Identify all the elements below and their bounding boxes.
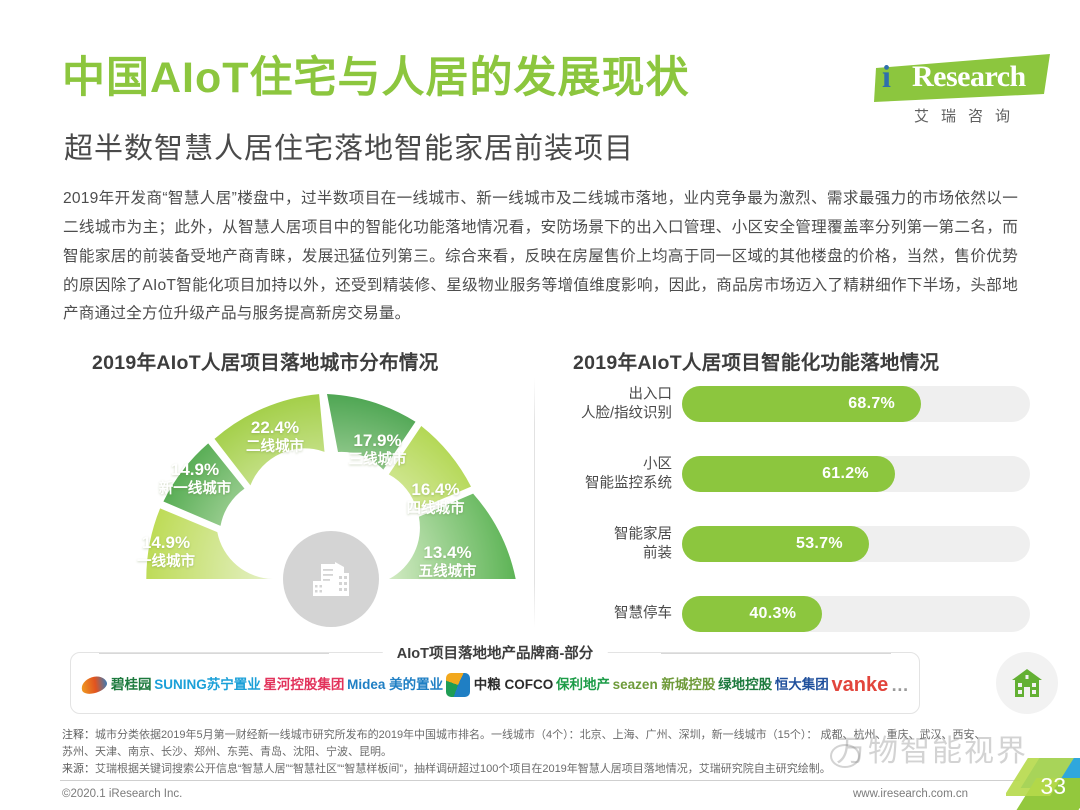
logo-wordmark: Research: [912, 60, 1026, 93]
source-line: 来源：艾瑞根据关键词搜索公开信息“智慧人居”“智慧社区”“智慧样板间”，抽样调研…: [62, 761, 992, 778]
copyright-text: ©2020.1 iResearch Inc.: [62, 788, 183, 800]
smart-function-bar-chart: 出入口 人脸/指纹识别 68.7% 小区 智能监控系统 61.2%: [560, 386, 1030, 636]
fan-hub: [283, 531, 379, 627]
source-text: 艾瑞根据关键词搜索公开信息“智慧人居”“智慧社区”“智慧样板间”，抽样调研超过1…: [95, 763, 831, 776]
brand-logo-cofco: 中粮 COFCO: [445, 673, 553, 697]
iresearch-logo: i Research 艾瑞咨询: [858, 50, 1058, 130]
bar-row: 智能家居 前装 53.7%: [560, 526, 1030, 562]
cube-icon: [445, 673, 470, 697]
green-house-icon: [1012, 669, 1042, 697]
watermark-face-icon: [830, 744, 860, 768]
page-subtitle: 超半数智慧人居住宅落地智能家居前装项目: [64, 133, 635, 165]
note-label: 注释：: [62, 729, 95, 741]
brand-logo-midea: Midea 美的置业: [347, 676, 444, 692]
brand-strip-title: AIoT项目落地地产品牌商-部分: [382, 642, 608, 663]
brand-strip: AIoT项目落地地产品牌商-部分 碧桂园 SUNING苏宁置业 星河控股集团 M…: [70, 642, 920, 714]
note-line: 注释：城市分类依据2019年5月第一财经新一线城市研究所发布的2019年中国城市…: [62, 727, 992, 761]
fan-segment-0: [146, 508, 273, 579]
left-chart-title: 2019年AIoT人居项目落地城市分布情况: [92, 352, 439, 374]
bar-row: 小区 智能监控系统 61.2%: [560, 456, 1030, 492]
logo-chinese-name: 艾瑞咨询: [913, 108, 1022, 125]
page-title: 中国AIoT住宅与人居的发展现状: [62, 54, 690, 102]
brand-logo-vanke: vanke: [831, 673, 889, 696]
bar-category-label: 小区 智能监控系统: [585, 456, 672, 491]
city-buildings-icon: [313, 562, 349, 596]
brand-logo-more: …: [890, 674, 909, 695]
bar-category-label: 智能家居 前装: [614, 526, 672, 561]
bar-value: 40.3%: [749, 605, 797, 622]
brand-logo-evergrande: 恒大集团: [774, 676, 829, 692]
bar-track: 40.3%: [682, 596, 1030, 632]
fan-segment-3: [327, 394, 416, 470]
swoosh-icon: [79, 673, 109, 697]
source-label: 来源：: [62, 763, 95, 776]
city-distribution-chart: 14.9% 一线城市 14.9% 新一线城市 22.4% 二线城市 17.9% …: [60, 385, 530, 635]
fan-segment-5: [389, 493, 516, 579]
brand-logo-greenland: 绿地控股: [718, 676, 773, 692]
lead-paragraph: 2019年开发商“智慧人居”楼盘中，过半数项目在一线城市、新一线城市及二线城市落…: [63, 190, 1018, 323]
brand-logo-row: 碧桂园 SUNING苏宁置业 星河控股集团 Midea 美的置业 中粮 COFC…: [79, 665, 909, 705]
right-chart-title: 2019年AIoT人居项目智能化功能落地情况: [573, 352, 940, 374]
bar-value: 53.7%: [796, 535, 843, 552]
brand-logo-suning: SUNING苏宁置业: [154, 676, 261, 692]
bar-fill: 53.7%: [682, 526, 869, 562]
fan-segment-4: [388, 426, 471, 510]
footnotes: 注释：城市分类依据2019年5月第一财经新一线城市研究所发布的2019年中国城市…: [62, 727, 992, 778]
bar-track: 61.2%: [682, 456, 1030, 492]
smart-home-badge: [996, 652, 1058, 714]
logo-green-shape: [874, 54, 1050, 102]
bar-track: 53.7%: [682, 526, 1030, 562]
brand-logo-seazen: seazen 新城控股: [612, 676, 716, 692]
fan-segment-1: [163, 443, 245, 526]
bar-fill: 68.7%: [682, 386, 922, 422]
panel-divider: [534, 378, 535, 628]
brand-logo-poly: 保利地产: [555, 676, 610, 692]
logo-letter-i: i: [882, 58, 891, 94]
bar-value: 61.2%: [822, 465, 869, 482]
bar-track: 68.7%: [682, 386, 1030, 422]
bar-category-label: 出入口 人脸/指纹识别: [580, 386, 672, 421]
brand-rule-right: [661, 653, 891, 654]
page-number: 33: [1040, 773, 1066, 799]
brand-logo-biguiyuan: 碧桂园: [79, 673, 152, 697]
bar-category-label: 智慧停车: [614, 605, 672, 622]
brand-logo-xinghe: 星河控股集团: [263, 676, 345, 692]
note-text: 城市分类依据2019年5月第一财经新一线城市研究所发布的2019年中国城市排名。…: [62, 729, 986, 759]
bar-fill: 40.3%: [682, 596, 823, 632]
fan-segments: [146, 394, 516, 579]
bar-fill: 61.2%: [682, 456, 895, 492]
brand-rule-left: [99, 653, 329, 654]
website-url: www.iresearch.com.cn: [852, 788, 968, 800]
footer-divider: [60, 780, 1020, 781]
fan-segment-2: [214, 394, 325, 486]
bar-value: 68.7%: [848, 395, 896, 412]
bar-row: 智慧停车 40.3%: [560, 596, 1030, 632]
bar-row: 出入口 人脸/指纹识别 68.7%: [560, 386, 1030, 422]
